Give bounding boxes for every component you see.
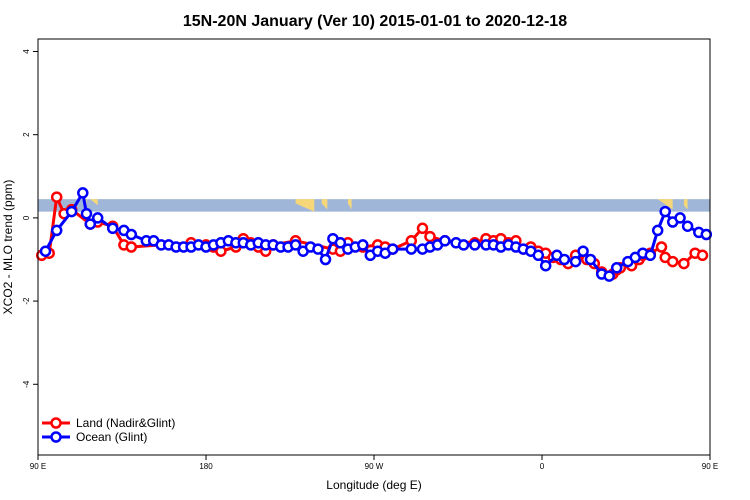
land-segment [321, 199, 328, 210]
data-point-ocean [610, 262, 623, 274]
data-point-land [50, 191, 63, 203]
data-point-ocean [651, 224, 664, 237]
series-layer [35, 187, 713, 282]
x-axis-label: Longitude (deg E) [326, 478, 421, 492]
data-point-ocean [558, 253, 571, 266]
data-point-ocean [439, 235, 451, 247]
data-point-land [696, 249, 709, 262]
land-segment [657, 199, 673, 210]
data-point-ocean [91, 212, 104, 224]
data-point-ocean [289, 239, 302, 251]
data-point-ocean [584, 253, 597, 266]
data-point-ocean [125, 228, 138, 241]
data-point-ocean [50, 224, 63, 237]
y-tick-label: 2 [22, 132, 31, 137]
y-tick-label: 4 [22, 49, 31, 54]
x-tick-label: 0 [540, 462, 545, 471]
y-axis-label: XCO2 - MLO trend (ppm) [1, 180, 15, 315]
legend-label-land: Land (Nadir&Glint) [76, 416, 175, 430]
data-point-ocean [603, 270, 615, 282]
land-segment [90, 199, 98, 206]
data-point-ocean [674, 212, 686, 224]
chart-title: 15N-20N January (Ver 10) 2015-01-01 to 2… [183, 13, 567, 30]
data-point-ocean [84, 218, 97, 230]
land-segment [295, 199, 315, 212]
land-segment [347, 199, 352, 210]
data-point-land [655, 241, 668, 253]
data-point-ocean [644, 249, 657, 262]
data-point-land [416, 222, 429, 235]
x-tick-label: 90 W [365, 462, 384, 471]
land-segment [683, 199, 688, 210]
data-point-ocean [357, 239, 369, 251]
data-point-land [125, 241, 138, 253]
data-point-ocean [457, 239, 470, 251]
legend-label-ocean: Ocean (Glint) [76, 430, 147, 444]
x-tick-label: 90 E [30, 462, 46, 471]
legend-marker-ocean [50, 431, 62, 443]
data-point-ocean [539, 259, 552, 272]
x-tick-label: 90 E [702, 462, 718, 471]
y-tick-label: -2 [22, 297, 31, 305]
x-tick-label: 180 [199, 462, 213, 471]
data-point-land [678, 257, 690, 270]
data-point-ocean [700, 228, 713, 241]
data-point-ocean [577, 245, 589, 257]
data-point-ocean [77, 187, 89, 199]
data-point-ocean [681, 220, 694, 232]
data-point-ocean [532, 249, 545, 262]
data-point-ocean [319, 253, 332, 266]
data-point-ocean [312, 243, 324, 255]
data-point-ocean [469, 239, 481, 251]
data-point-ocean [80, 207, 93, 220]
y-tick-label: -4 [22, 380, 31, 388]
data-point-ocean [65, 205, 78, 218]
data-point-ocean [405, 243, 418, 255]
data-point-ocean [386, 243, 399, 255]
data-point-ocean [334, 237, 347, 249]
data-point-ocean [569, 255, 582, 268]
data-point-ocean [39, 245, 52, 257]
data-point-land [666, 255, 679, 268]
legend-marker-land [50, 417, 62, 429]
x-axis: 90 E 180 90 W 0 90 E [30, 455, 718, 471]
data-point-ocean [106, 222, 119, 235]
data-point-ocean [659, 205, 671, 218]
y-axis: -4 -2 0 2 4 [22, 49, 38, 388]
land-ocean-mask [38, 199, 710, 212]
legend: Land (Nadir&Glint) Ocean (Glint) [42, 416, 175, 444]
ocean-band [38, 199, 710, 212]
y-tick-label: 0 [22, 215, 31, 220]
data-point-land [424, 230, 436, 243]
